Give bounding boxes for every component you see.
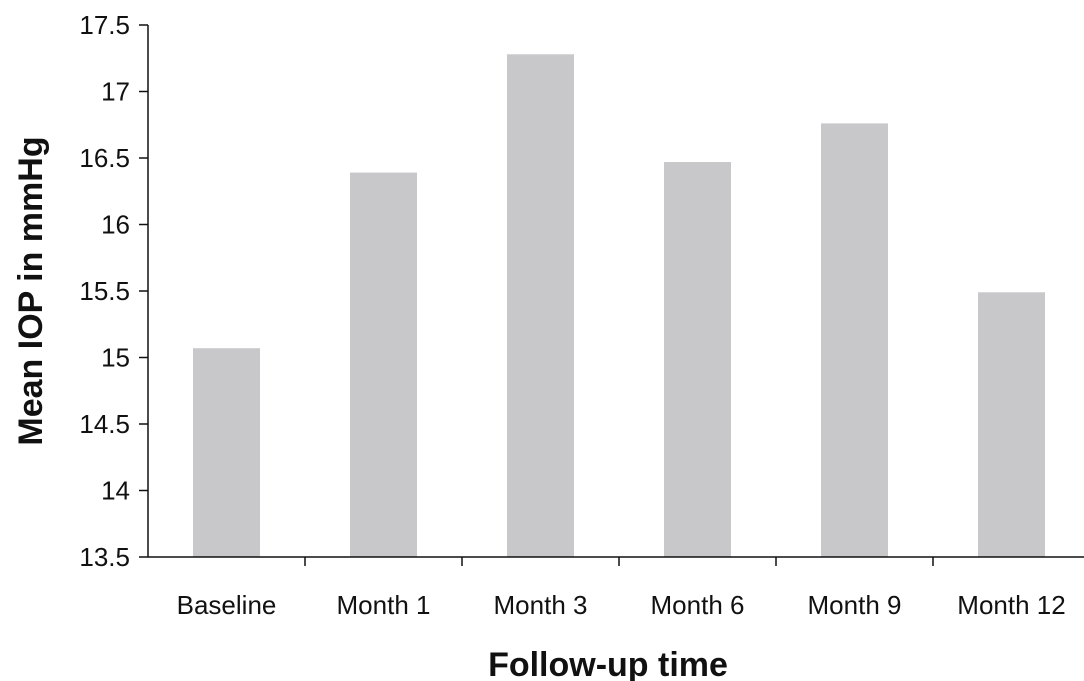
bar-month-1	[350, 172, 417, 557]
bars-layer	[193, 54, 1045, 558]
y-tick-label: 17	[101, 77, 130, 107]
bar-baseline	[193, 348, 260, 557]
y-tick-label: 16	[101, 210, 130, 240]
y-tick-label: 15	[101, 343, 130, 373]
x-axis-title: Follow-up time	[488, 646, 728, 681]
y-tick-label: 14.5	[79, 409, 130, 439]
x-tick-label: Month 3	[494, 590, 588, 620]
bar-month-12	[978, 292, 1045, 557]
y-tick-label: 15.5	[79, 276, 130, 306]
bar-month-6	[664, 162, 731, 557]
x-tick-label: Baseline	[177, 590, 277, 620]
bar-month-9	[821, 123, 888, 558]
x-tick-label: Month 1	[337, 590, 431, 620]
x-tick-label: Month 6	[651, 590, 745, 620]
x-ticks: Baseline Month 1 Month 3 Month 6 Month 9 Mont…	[177, 557, 1066, 620]
y-tick-label: 17.5	[79, 10, 130, 40]
y-ticks: 13.5 14 14.5 15 15.5 16 16.5 17 17.5	[79, 10, 148, 572]
y-tick-label: 16.5	[79, 143, 130, 173]
axes-layer	[147, 25, 1084, 558]
bar-month-3	[507, 54, 574, 558]
y-tick-label: 13.5	[79, 542, 130, 572]
x-tick-label: Month 12	[957, 590, 1065, 620]
x-tick-label: Month 9	[808, 590, 902, 620]
y-axis-title: Mean IOP in mmHg	[12, 136, 50, 445]
y-tick-label: 14	[101, 476, 130, 506]
